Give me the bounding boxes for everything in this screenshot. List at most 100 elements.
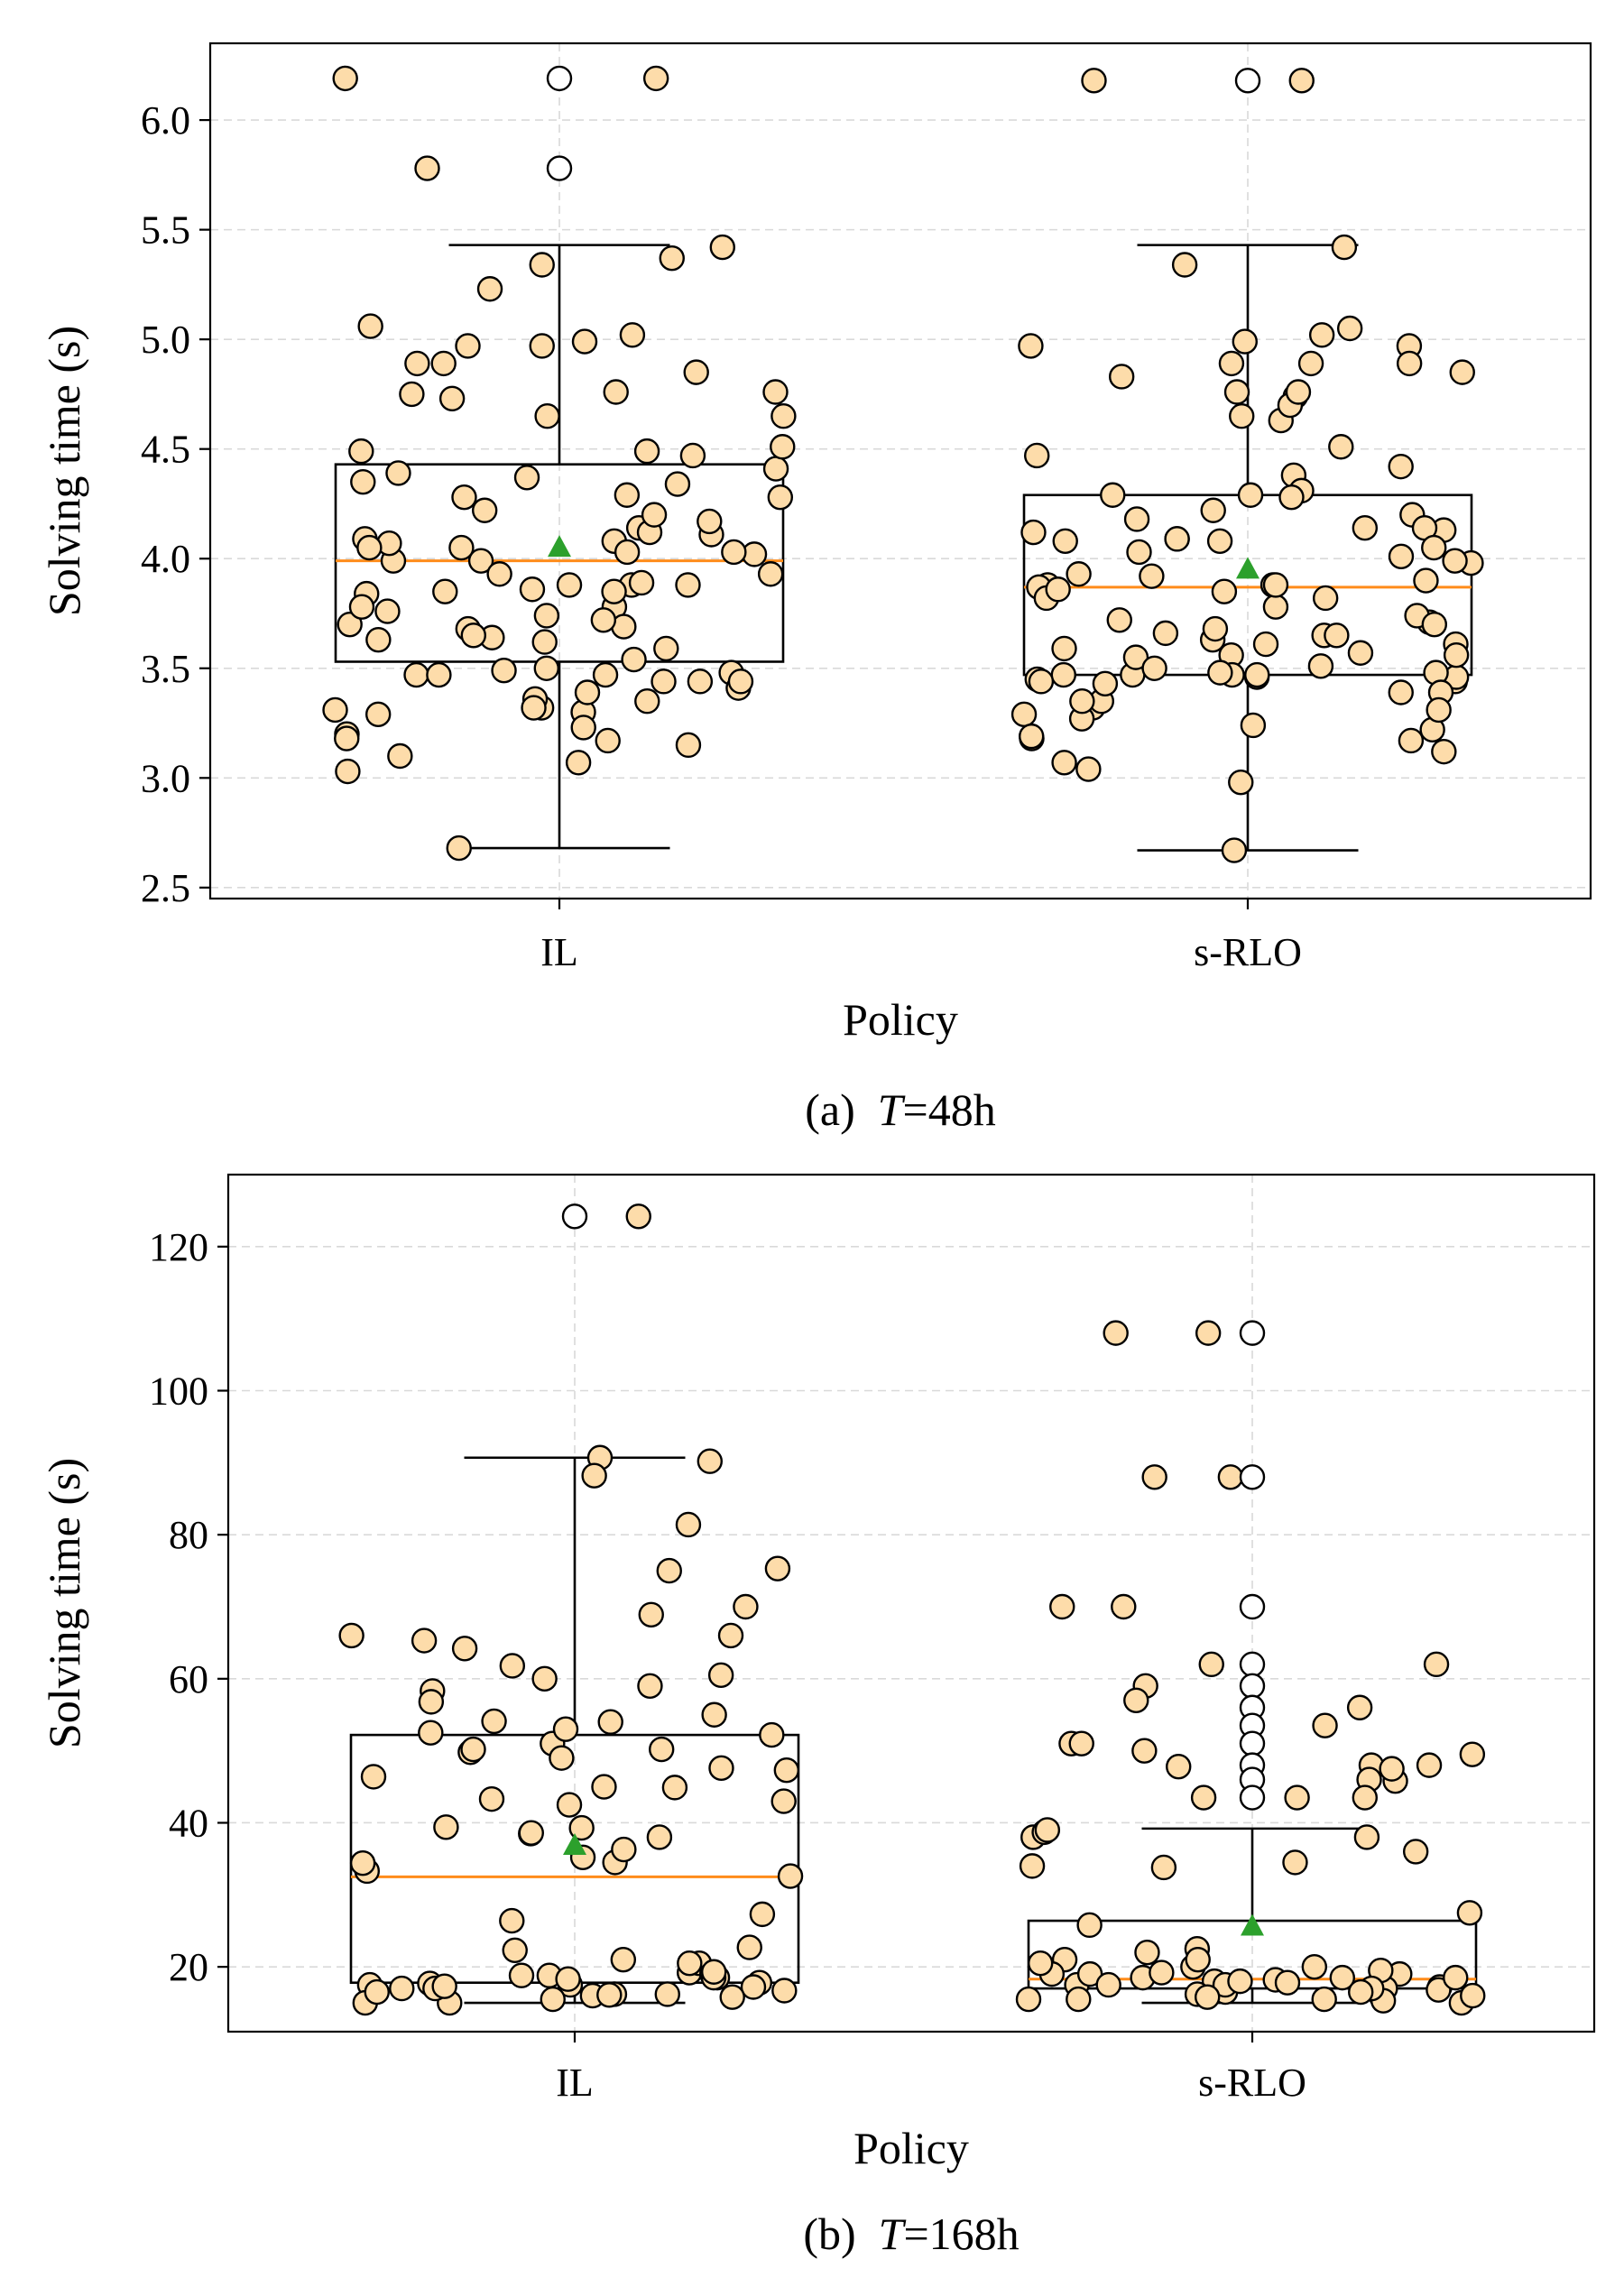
data-point [414, 155, 440, 181]
data-point [1100, 482, 1126, 508]
data-point [1185, 1946, 1211, 1973]
data-point [1449, 359, 1475, 385]
y-tick-label: 20 [169, 1945, 208, 1989]
data-point [697, 1448, 724, 1474]
data-point [1050, 661, 1076, 688]
data-point [1352, 515, 1379, 541]
data-point [570, 715, 596, 741]
outlier-point [1234, 68, 1261, 94]
data-point [451, 1636, 478, 1662]
data-point [1336, 315, 1363, 342]
data-point [349, 1849, 376, 1876]
data-point [356, 534, 383, 561]
data-point [659, 245, 685, 272]
data-point [1232, 328, 1258, 355]
data-point [1134, 1939, 1160, 1966]
data-point [540, 1986, 566, 2013]
data-point [597, 1709, 623, 1735]
data-point [1103, 1320, 1129, 1346]
data-point [619, 322, 646, 348]
data-point [633, 438, 660, 465]
data-point [591, 1774, 617, 1800]
outlier-point [1239, 1464, 1266, 1490]
data-point [364, 1978, 390, 2006]
data-point [749, 1901, 776, 1928]
data-point [590, 607, 617, 633]
data-point [571, 328, 598, 355]
data-point [1388, 679, 1414, 705]
x-tick-label: s-RLO [1194, 930, 1302, 974]
data-point [771, 1978, 798, 2004]
data-point [1218, 350, 1245, 377]
y-tick-label: 5.0 [141, 318, 190, 362]
data-point [1051, 750, 1077, 776]
data-point [1166, 1754, 1192, 1780]
data-point [1221, 837, 1248, 863]
panel-b-gridlines [228, 1175, 1594, 2032]
data-point [502, 1937, 528, 1963]
data-point [736, 1934, 762, 1960]
data-point [1307, 653, 1334, 679]
data-point [1018, 333, 1044, 359]
data-point [438, 385, 466, 411]
data-point [1171, 252, 1198, 278]
data-point [1284, 1784, 1310, 1811]
data-point [460, 1736, 486, 1763]
data-point [460, 622, 487, 649]
data-point [499, 1907, 525, 1934]
panel-a-boxes [334, 244, 1473, 852]
data-point [1019, 1853, 1046, 1879]
data-point [596, 1982, 623, 2008]
data-point [1066, 561, 1092, 587]
panel-b-y-ticks: 20 40 60 80 100 120 [149, 1225, 228, 1989]
data-point [364, 701, 392, 728]
data-point [411, 1627, 438, 1654]
panel-a-caption-prefix: (a) [805, 1084, 878, 1135]
data-point [1353, 1824, 1380, 1850]
panel-b-caption-suffix: =168h [903, 2208, 1019, 2259]
data-point [701, 1959, 727, 1985]
panel-b-x-ticks: IL s-RLO [556, 2032, 1306, 2105]
data-point [365, 626, 392, 653]
data-point [614, 482, 641, 508]
data-point [491, 658, 517, 684]
data-point [1066, 1986, 1092, 2013]
data-point [1329, 1964, 1355, 1991]
data-point [581, 1462, 607, 1489]
data-point [1421, 534, 1447, 561]
data-point [1223, 379, 1250, 405]
data-point [533, 655, 559, 681]
data-point [1237, 482, 1264, 508]
data-point [433, 1814, 459, 1840]
data-point [1123, 506, 1150, 532]
data-point [1075, 756, 1102, 782]
data-point [1285, 379, 1312, 405]
data-point [649, 1736, 675, 1763]
data-point [767, 484, 794, 511]
data-point [534, 403, 560, 429]
y-tick-label: 40 [169, 1801, 208, 1845]
data-point [1122, 644, 1149, 670]
data-point [1346, 1694, 1373, 1720]
data-point [621, 646, 647, 673]
data-point [1347, 640, 1374, 666]
outlier-point [1239, 1673, 1266, 1700]
data-point [675, 572, 701, 598]
data-point [1388, 543, 1415, 569]
y-tick-label: 6.0 [141, 98, 190, 143]
panel-b-caption-prefix: (b) [803, 2208, 878, 2259]
data-point [661, 1775, 688, 1801]
data-point [556, 1792, 583, 1818]
data-point [1010, 701, 1038, 728]
data-point [1164, 526, 1190, 552]
data-point [1413, 567, 1439, 594]
data-point [709, 234, 735, 261]
x-tick-label: s-RLO [1198, 2061, 1306, 2105]
y-tick-label: 60 [169, 1657, 208, 1701]
data-point [727, 669, 754, 695]
data-point [762, 379, 789, 405]
data-point [1240, 712, 1267, 739]
outlier-point [561, 1203, 588, 1230]
data-point [350, 468, 376, 495]
